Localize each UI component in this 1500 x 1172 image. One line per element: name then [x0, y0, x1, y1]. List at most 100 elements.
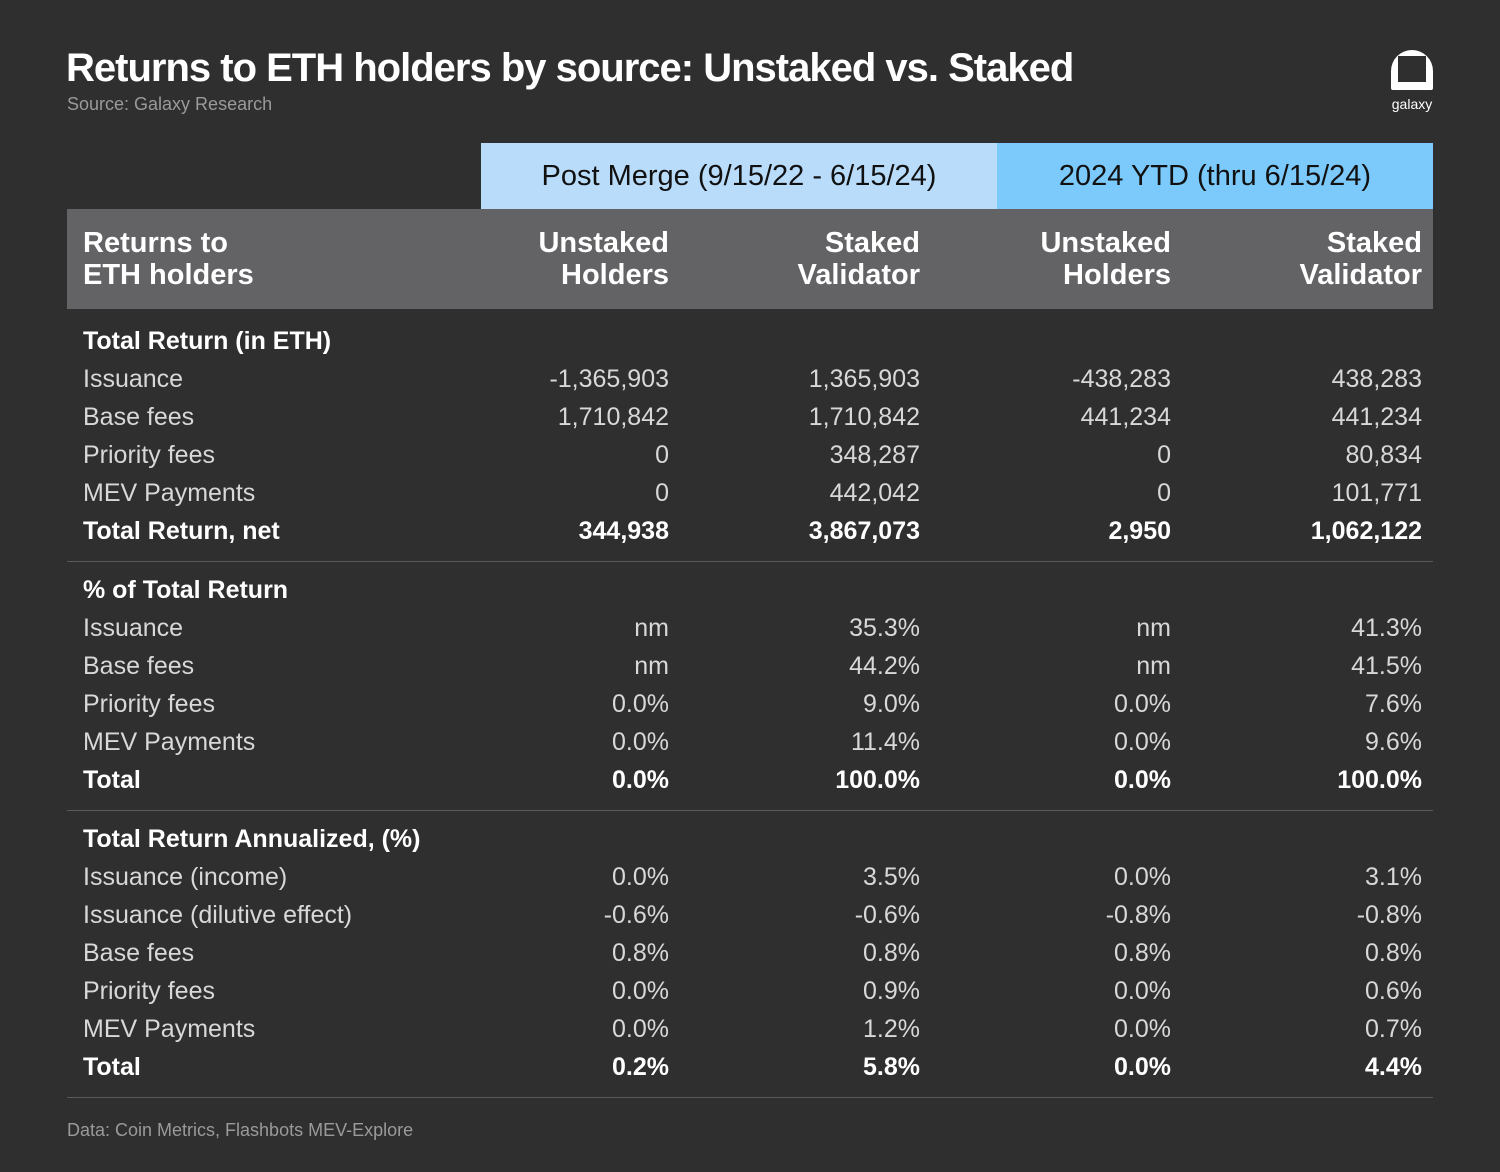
row-label: Total: [83, 1053, 141, 1081]
table-cell: 0.0%: [612, 690, 669, 718]
chart-title: Returns to ETH holders by source: Unstak…: [66, 46, 1074, 90]
row-label: Issuance: [83, 365, 184, 393]
table-row: MEV Payments 0.0% 1.2% 0.0% 0.7%: [67, 1010, 1433, 1048]
table-cell: 1.2%: [863, 1015, 920, 1043]
table-cell: 0.0%: [612, 863, 669, 891]
table-cell: 1,710,842: [557, 403, 669, 431]
table-cell: 0.0%: [612, 1015, 669, 1043]
column-header: Unstaked Holders: [538, 227, 669, 291]
row-label: Priority fees: [83, 441, 215, 469]
table-cell: 80,834: [1345, 441, 1422, 469]
row-label: MEV Payments: [83, 728, 256, 756]
table-cell: 9.6%: [1365, 728, 1422, 756]
section-title: % of Total Return: [67, 571, 1433, 609]
row-label: MEV Payments: [83, 479, 256, 507]
table-row: Issuance nm 35.3% nm 41.3%: [67, 609, 1433, 647]
galaxy-logo-icon: [1391, 50, 1433, 90]
table-row: Issuance -1,365,903 1,365,903 -438,283 438,2…: [67, 360, 1433, 398]
table-cell: 0: [1157, 479, 1171, 507]
table-cell: 0.8%: [1365, 939, 1422, 967]
table-section: % of Total Return Issuance nm 35.3% nm 41.3% B…: [67, 562, 1433, 811]
table-cell: 100.0%: [835, 766, 920, 794]
row-label: Priority fees: [83, 977, 215, 1005]
table-row: Base fees nm 44.2% nm 41.5%: [67, 647, 1433, 685]
table-cell: 0.6%: [1365, 977, 1422, 1005]
table-cell: nm: [1136, 614, 1171, 642]
row-header-label: Returns to ETH holders: [83, 227, 254, 291]
table-cell: 0.0%: [1114, 728, 1171, 756]
table-cell: 0.0%: [1114, 1053, 1171, 1081]
table-cell: 0.9%: [863, 977, 920, 1005]
period-header-post-merge: Post Merge (9/15/22 - 6/15/24): [481, 143, 997, 209]
source-note: Source: Galaxy Research: [67, 94, 273, 114]
table-cell: 3.5%: [863, 863, 920, 891]
table-row: Total Return, net 344,938 3,867,073 2,950 1,…: [67, 512, 1433, 550]
row-label: Base fees: [83, 403, 195, 431]
table-section: Total Return Annualized, (%) Issuance (in…: [67, 811, 1433, 1098]
table-cell: 101,771: [1331, 479, 1422, 507]
table-row: MEV Payments 0 442,042 0 101,771: [67, 474, 1433, 512]
row-label: Base fees: [83, 939, 195, 967]
table-cell: 100.0%: [1337, 766, 1422, 794]
table-row: Issuance (income) 0.0% 3.5% 0.0% 3.1%: [67, 858, 1433, 896]
table-cell: 441,234: [1331, 403, 1422, 431]
table-section: Total Return (in ETH) Issuance -1,365,903 1…: [67, 309, 1433, 562]
table-cell: 0: [655, 441, 669, 469]
table-cell: nm: [634, 614, 669, 642]
table-row: Issuance (dilutive effect) -0.6% -0.6% -0.8…: [67, 896, 1433, 934]
row-label: Issuance (dilutive effect): [83, 901, 353, 929]
row-label: Total: [83, 766, 141, 794]
table-cell: 0.8%: [1114, 939, 1171, 967]
column-header-row: Returns to ETH holders Unstaked Holders …: [67, 209, 1433, 309]
row-label: Issuance: [83, 614, 184, 642]
galaxy-logo: galaxy: [1388, 50, 1436, 112]
table-cell: nm: [1136, 652, 1171, 680]
table-cell: 0.0%: [1114, 690, 1171, 718]
section-title-label: Total Return (in ETH): [83, 327, 332, 355]
table-cell: 2,950: [1108, 517, 1171, 545]
table-cell: 0.0%: [612, 977, 669, 1005]
table-cell: 0: [1157, 441, 1171, 469]
section-title: Total Return (in ETH): [67, 322, 1433, 360]
table-cell: -0.8%: [1356, 901, 1422, 929]
table-cell: 0.0%: [1114, 1015, 1171, 1043]
table-cell: -0.8%: [1105, 901, 1171, 929]
table-cell: 5.8%: [863, 1053, 920, 1081]
row-label: Total Return, net: [83, 517, 280, 545]
logo-text: galaxy: [1391, 96, 1433, 112]
table-row: Total 0.2% 5.8% 0.0% 4.4%: [67, 1048, 1433, 1086]
table-cell: 1,710,842: [808, 403, 920, 431]
section-title: Total Return Annualized, (%): [67, 820, 1433, 858]
section-title-label: Total Return Annualized, (%): [83, 825, 421, 853]
table-cell: 0.0%: [1114, 977, 1171, 1005]
table-cell: 7.6%: [1365, 690, 1422, 718]
table-cell: 0.0%: [612, 766, 669, 794]
table-cell: 0.8%: [612, 939, 669, 967]
row-label: Base fees: [83, 652, 195, 680]
table-cell: 41.5%: [1351, 652, 1422, 680]
table-row: MEV Payments 0.0% 11.4% 0.0% 9.6%: [67, 723, 1433, 761]
column-header: Unstaked Holders: [1040, 227, 1171, 291]
row-label: Issuance (income): [83, 863, 288, 891]
table-cell: 4.4%: [1365, 1053, 1422, 1081]
table-cell: 344,938: [578, 517, 669, 545]
table-cell: 44.2%: [849, 652, 920, 680]
table-cell: 1,062,122: [1310, 517, 1422, 545]
table-row: Base fees 0.8% 0.8% 0.8% 0.8%: [67, 934, 1433, 972]
table-cell: 3.1%: [1365, 863, 1422, 891]
table-cell: -1,365,903: [549, 365, 669, 393]
table-cell: 3,867,073: [808, 517, 920, 545]
row-label: MEV Payments: [83, 1015, 256, 1043]
table-cell: 0.0%: [1114, 863, 1171, 891]
table-cell: -438,283: [1072, 365, 1171, 393]
table-cell: 1,365,903: [808, 365, 920, 393]
table-cell: 9.0%: [863, 690, 920, 718]
table-row: Total 0.0% 100.0% 0.0% 100.0%: [67, 761, 1433, 799]
table-cell: 348,287: [829, 441, 920, 469]
table-cell: 0.8%: [863, 939, 920, 967]
section-title-label: % of Total Return: [83, 576, 289, 604]
table-cell: 438,283: [1331, 365, 1422, 393]
table-cell: 442,042: [829, 479, 920, 507]
table-cell: 0: [655, 479, 669, 507]
table-cell: 441,234: [1080, 403, 1171, 431]
